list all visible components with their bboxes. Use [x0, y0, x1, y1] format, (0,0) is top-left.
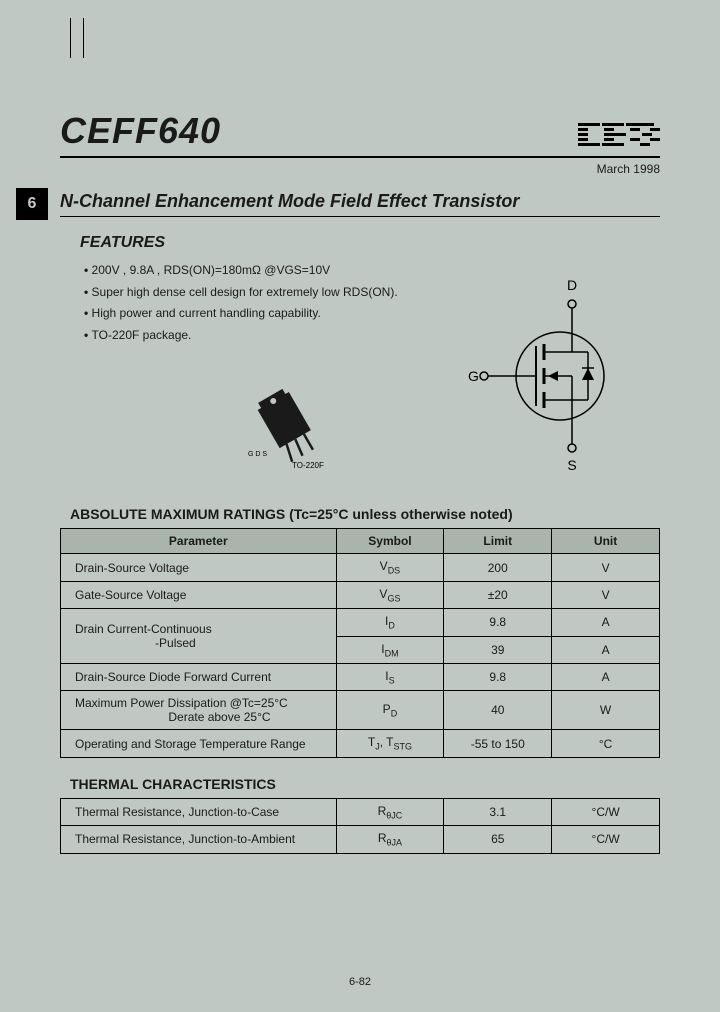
table-row: Gate-Source Voltage VGS ±20 V [61, 581, 660, 608]
thermal-heading: THERMAL CHARACTERISTICS [70, 776, 660, 792]
thermal-table: Thermal Resistance, Junction-to-Case RθJ… [60, 798, 660, 854]
features-heading: FEATURES [80, 234, 660, 252]
manufacturer-logo [578, 123, 660, 152]
source-label: S [567, 457, 576, 473]
package-drawing: G D S TO-220F [230, 386, 350, 481]
header-row: CEFF640 [60, 110, 660, 158]
pin-labels: G D S [248, 451, 267, 458]
gate-label: G [468, 368, 479, 384]
table-row: Drain Current-Continuous -Pulsed ID 9.8 … [61, 609, 660, 636]
revision-date: March 1998 [60, 162, 660, 176]
col-limit: Limit [444, 529, 552, 554]
part-number: CEFF640 [60, 110, 221, 152]
crop-mark [70, 18, 84, 58]
title-row: 6 N-Channel Enhancement Mode Field Effec… [60, 188, 660, 220]
abs-max-heading: ABSOLUTE MAXIMUM RATINGS (Tc=25°C unless… [70, 506, 660, 522]
mosfet-symbol: D G [460, 276, 630, 481]
datasheet-page: CEFF640 March 1998 6 N-Channel Enhanceme… [60, 110, 660, 854]
package-label: TO-220F [292, 461, 324, 470]
page-number: 6-82 [0, 976, 720, 988]
table-row: Drain-Source Voltage VDS 200 V [61, 554, 660, 581]
table-row: Maximum Power Dissipation @Tc=25°C Derat… [61, 691, 660, 730]
page-subtitle: N-Channel Enhancement Mode Field Effect … [60, 191, 660, 217]
col-symbol: Symbol [336, 529, 444, 554]
table-row: Thermal Resistance, Junction-to-Case RθJ… [61, 798, 660, 825]
table-row: Thermal Resistance, Junction-to-Ambient … [61, 826, 660, 853]
drain-label: D [567, 277, 577, 293]
abs-max-table: Parameter Symbol Limit Unit Drain-Source… [60, 528, 660, 757]
graphics-row: G D S TO-220F D [60, 356, 660, 496]
table-row: Operating and Storage Temperature Range … [61, 730, 660, 757]
table-header-row: Parameter Symbol Limit Unit [61, 529, 660, 554]
section-tab: 6 [16, 188, 48, 220]
col-unit: Unit [552, 529, 660, 554]
table-row: Drain-Source Diode Forward Current IS 9.… [61, 663, 660, 690]
col-parameter: Parameter [61, 529, 337, 554]
